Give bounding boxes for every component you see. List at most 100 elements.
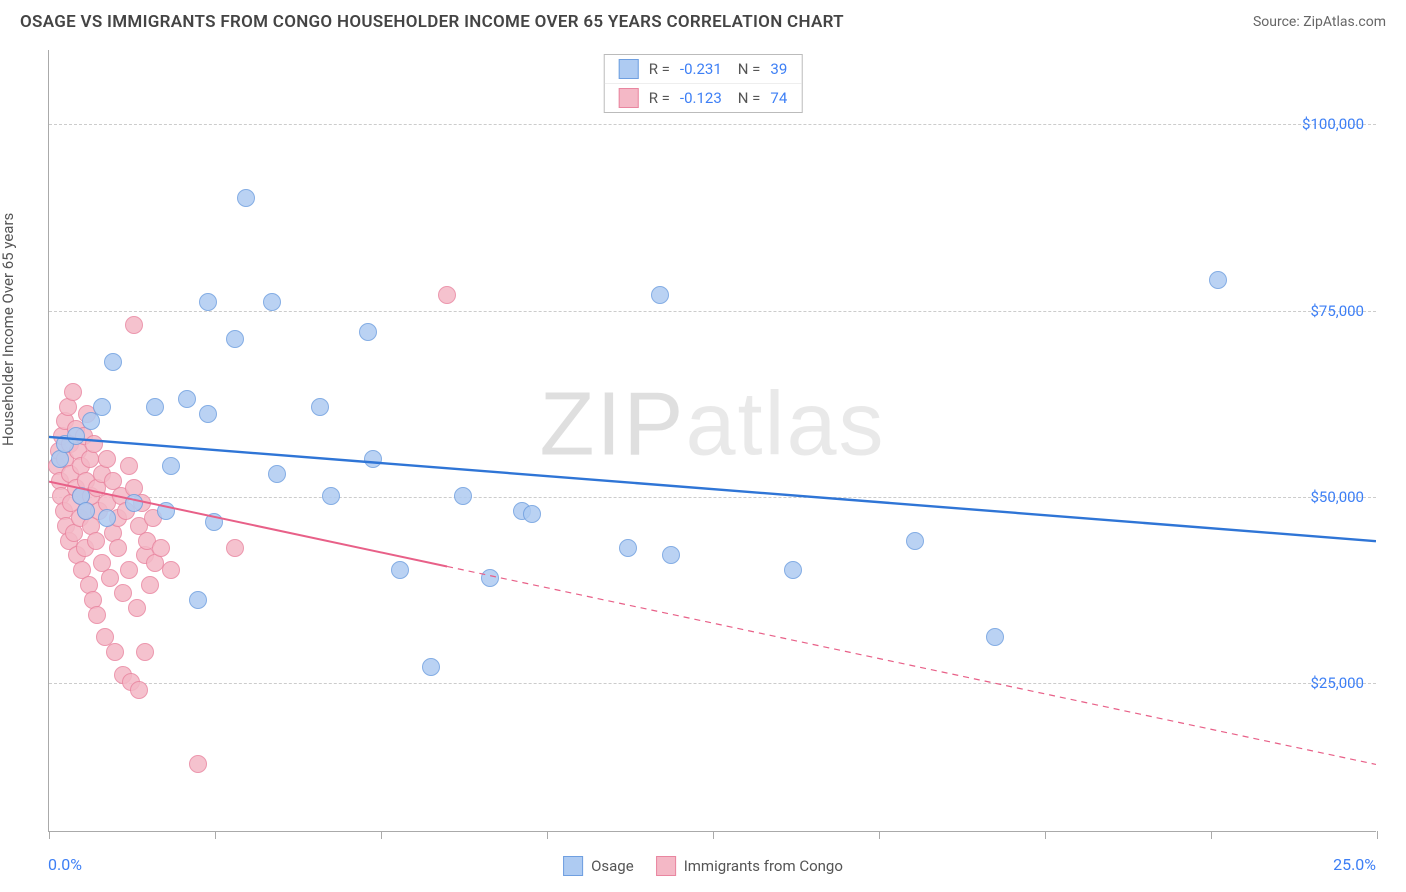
gridline [49, 497, 1376, 498]
legend-swatch [619, 59, 639, 79]
data-point [359, 323, 377, 341]
data-point [226, 539, 244, 557]
data-point [141, 576, 159, 594]
data-point [64, 383, 82, 401]
data-point [109, 539, 127, 557]
data-point [146, 398, 164, 416]
source-label: Source: [1253, 14, 1300, 30]
data-point [178, 390, 196, 408]
legend-label: Immigrants from Congo [684, 857, 843, 875]
data-point [106, 643, 124, 661]
legend-item: Immigrants from Congo [656, 856, 843, 876]
gridline [49, 124, 1376, 125]
x-tick [381, 831, 382, 839]
data-point [237, 189, 255, 207]
data-point [311, 398, 329, 416]
series-legend: Osage Immigrants from Congo [563, 856, 843, 876]
data-point [662, 546, 680, 564]
y-tick-label: $75,000 [1310, 302, 1364, 320]
plot-area: $25,000$50,000$75,000$100,000 ZIPatlas [48, 50, 1376, 832]
data-point [205, 513, 223, 531]
data-point [136, 643, 154, 661]
data-point [189, 591, 207, 609]
data-point [438, 286, 456, 304]
data-point [152, 539, 170, 557]
data-point [199, 405, 217, 423]
x-tick [879, 831, 880, 839]
n-label: N = [738, 60, 761, 78]
data-point [104, 353, 122, 371]
data-point [82, 412, 100, 430]
data-point [263, 293, 281, 311]
data-point [114, 584, 132, 602]
data-point [906, 532, 924, 550]
data-point [268, 465, 286, 483]
x-tick [547, 831, 548, 839]
data-point [93, 398, 111, 416]
correlation-legend-row: R = -0.123 N = 74 [605, 83, 802, 112]
y-tick-label: $50,000 [1310, 488, 1364, 506]
r-value: -0.231 [680, 60, 722, 78]
data-point [98, 450, 116, 468]
y-tick-label: $25,000 [1310, 674, 1364, 692]
data-point [199, 293, 217, 311]
gridline [49, 683, 1376, 684]
legend-item: Osage [563, 856, 634, 876]
data-point [322, 487, 340, 505]
r-value: -0.123 [680, 89, 722, 107]
legend-swatch [563, 856, 583, 876]
y-axis-label: Householder Income Over 65 years [0, 213, 17, 446]
x-axis-start-label: 0.0% [48, 855, 82, 874]
data-point [128, 599, 146, 617]
correlation-legend: R = -0.231 N = 39 R = -0.123 N = 74 [604, 54, 803, 113]
data-point [189, 755, 207, 773]
data-point [422, 658, 440, 676]
x-tick [49, 831, 50, 839]
x-axis-end-label: 25.0% [1333, 855, 1376, 874]
data-point [101, 569, 119, 587]
source-attribution: Source: ZipAtlas.com [1253, 14, 1386, 30]
r-label: R = [649, 89, 670, 107]
data-point [125, 316, 143, 334]
x-tick [1045, 831, 1046, 839]
data-point [157, 502, 175, 520]
y-tick-label: $100,000 [1302, 115, 1364, 133]
data-point [986, 628, 1004, 646]
data-point [88, 606, 106, 624]
r-label: R = [649, 60, 670, 78]
data-point [391, 561, 409, 579]
data-point [130, 681, 148, 699]
data-point [651, 286, 669, 304]
data-point [226, 330, 244, 348]
gridline [49, 311, 1376, 312]
header: OSAGE VS IMMIGRANTS FROM CONGO HOUSEHOLD… [0, 0, 1406, 38]
legend-label: Osage [591, 857, 634, 875]
chart-container: OSAGE VS IMMIGRANTS FROM CONGO HOUSEHOLD… [0, 0, 1406, 892]
data-point [67, 427, 85, 445]
n-value: 74 [770, 89, 787, 107]
data-point [523, 505, 541, 523]
correlation-legend-row: R = -0.231 N = 39 [605, 55, 802, 83]
source-name: ZipAtlas.com [1303, 14, 1386, 30]
data-point [364, 450, 382, 468]
n-value: 39 [770, 60, 787, 78]
data-point [481, 569, 499, 587]
data-point [162, 457, 180, 475]
data-point [87, 532, 105, 550]
legend-swatch [656, 856, 676, 876]
x-tick [1377, 831, 1378, 839]
data-point [784, 561, 802, 579]
n-label: N = [738, 89, 761, 107]
data-point [85, 435, 103, 453]
data-point [619, 539, 637, 557]
x-tick [1211, 831, 1212, 839]
chart-title: OSAGE VS IMMIGRANTS FROM CONGO HOUSEHOLD… [20, 12, 844, 32]
data-point [120, 561, 138, 579]
data-point [125, 494, 143, 512]
data-point [77, 502, 95, 520]
x-tick [215, 831, 216, 839]
data-point [120, 457, 138, 475]
x-tick [713, 831, 714, 839]
data-point [454, 487, 472, 505]
data-point [1209, 271, 1227, 289]
